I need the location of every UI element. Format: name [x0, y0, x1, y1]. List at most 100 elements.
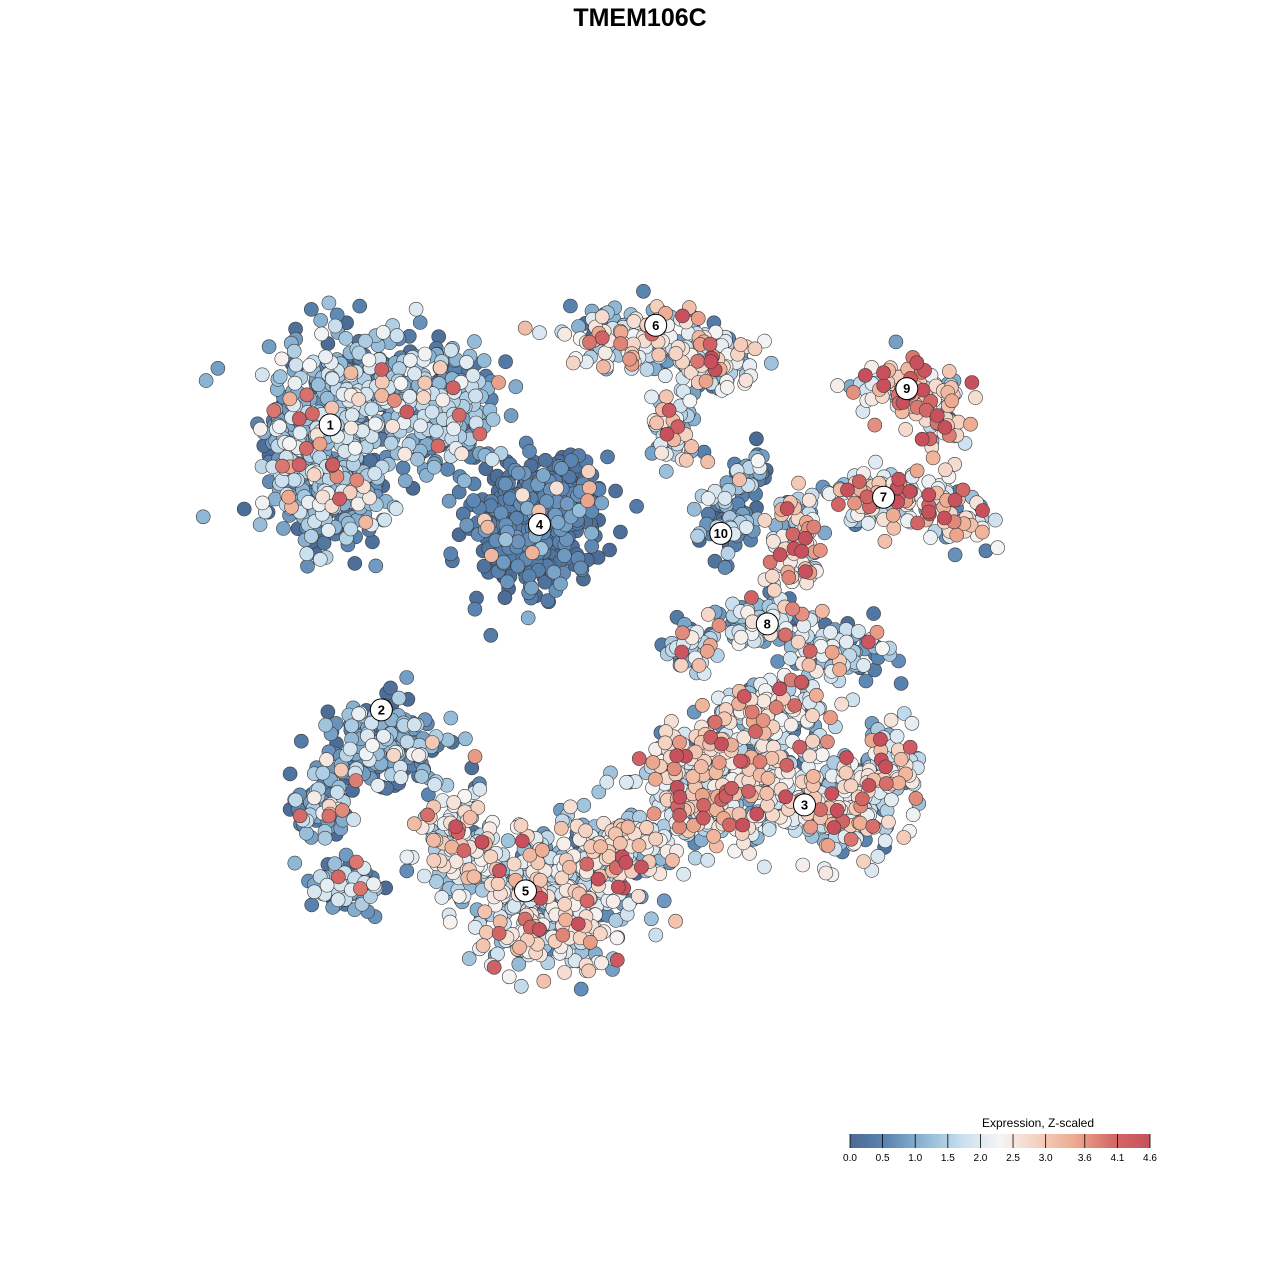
- cell-point: [896, 830, 912, 845]
- cell-point: [838, 765, 854, 781]
- cell-point: [659, 426, 675, 442]
- cell-point: [696, 797, 711, 813]
- cell-point: [765, 568, 780, 584]
- cell-point: [937, 420, 953, 435]
- cell-point: [467, 334, 482, 349]
- cell-point: [750, 453, 766, 469]
- cell-point: [288, 357, 304, 373]
- cell-point: [468, 388, 483, 404]
- cell-point: [749, 806, 765, 822]
- cell-point: [770, 654, 786, 669]
- cell-point: [312, 552, 328, 567]
- cell-point: [783, 717, 799, 733]
- cell-point: [787, 698, 803, 713]
- cell-point: [348, 773, 364, 788]
- cell-point: [331, 869, 346, 885]
- cell-point: [304, 897, 320, 913]
- chart-title: TMEM106C: [573, 4, 707, 32]
- cell-point: [557, 548, 572, 563]
- cell-point: [856, 854, 871, 869]
- cell-point: [639, 362, 655, 377]
- cell-point: [902, 739, 918, 755]
- cell-point: [330, 892, 346, 908]
- cell-point: [676, 866, 691, 882]
- legend-tick-label: 1.5: [941, 1153, 955, 1164]
- cell-point: [557, 896, 573, 912]
- cell-point: [377, 512, 392, 528]
- cell-point: [498, 354, 513, 370]
- cell-point: [908, 791, 924, 806]
- cell-point: [367, 416, 383, 432]
- cell-point: [772, 681, 788, 697]
- cell-point: [361, 352, 377, 368]
- cell-point: [738, 372, 754, 388]
- cell-point: [573, 981, 589, 997]
- cell-point: [310, 377, 326, 393]
- cell-point: [582, 334, 597, 350]
- cell-point: [823, 624, 838, 640]
- cell-point: [648, 771, 663, 787]
- cell-point: [306, 790, 322, 806]
- cell-point: [733, 629, 749, 645]
- cluster-label-9: 9: [895, 377, 919, 401]
- cell-point: [393, 770, 409, 785]
- cell-point: [288, 792, 303, 808]
- cell-point: [252, 517, 268, 532]
- cell-point: [876, 378, 892, 393]
- cell-point: [442, 914, 458, 930]
- cell-point: [714, 736, 729, 752]
- cell-point: [351, 392, 367, 407]
- cell-point: [609, 952, 625, 968]
- cell-point: [772, 547, 788, 563]
- cell-point: [657, 368, 673, 384]
- cell-point: [383, 680, 398, 696]
- cell-point: [300, 558, 315, 574]
- cell-point: [963, 416, 978, 432]
- cell-point: [325, 457, 341, 473]
- cell-point: [426, 832, 441, 848]
- cell-point: [417, 375, 433, 391]
- cell-point: [700, 852, 716, 868]
- cell-point: [307, 884, 322, 900]
- cell-point: [388, 501, 404, 516]
- cell-point: [383, 435, 399, 451]
- cell-point: [351, 706, 367, 722]
- cell-point: [274, 351, 290, 367]
- cell-point: [645, 755, 661, 770]
- cell-point: [700, 454, 716, 470]
- cell-point: [847, 495, 862, 511]
- cell-point: [448, 819, 463, 835]
- cell-point: [536, 973, 552, 989]
- cell-point: [778, 789, 793, 805]
- cell-point: [291, 411, 307, 427]
- cell-point: [303, 529, 319, 544]
- cell-point: [861, 778, 877, 793]
- cell-point: [327, 318, 343, 334]
- cell-point: [485, 412, 501, 427]
- cell-point: [563, 298, 578, 314]
- cell-point: [399, 404, 415, 420]
- cell-point: [964, 375, 980, 390]
- cell-point: [399, 670, 415, 685]
- cell-point: [446, 795, 462, 810]
- cell-point: [497, 590, 513, 606]
- cell-point: [476, 558, 492, 574]
- cell-point: [397, 473, 413, 489]
- cell-point: [550, 515, 566, 530]
- cell-point: [347, 556, 363, 571]
- cell-point: [406, 816, 422, 832]
- cell-point: [553, 576, 568, 592]
- cell-point: [427, 777, 443, 792]
- cell-point: [693, 759, 709, 774]
- cell-point: [466, 493, 481, 508]
- cell-point: [867, 417, 883, 433]
- cell-point: [410, 451, 425, 467]
- cell-point: [904, 715, 920, 731]
- cell-point: [609, 930, 625, 946]
- cell-point: [465, 368, 481, 383]
- cell-point: [690, 528, 705, 544]
- cell-point: [286, 472, 302, 488]
- cluster-label-10: 10: [709, 521, 733, 545]
- cell-point: [445, 380, 461, 396]
- cell-point: [651, 347, 667, 363]
